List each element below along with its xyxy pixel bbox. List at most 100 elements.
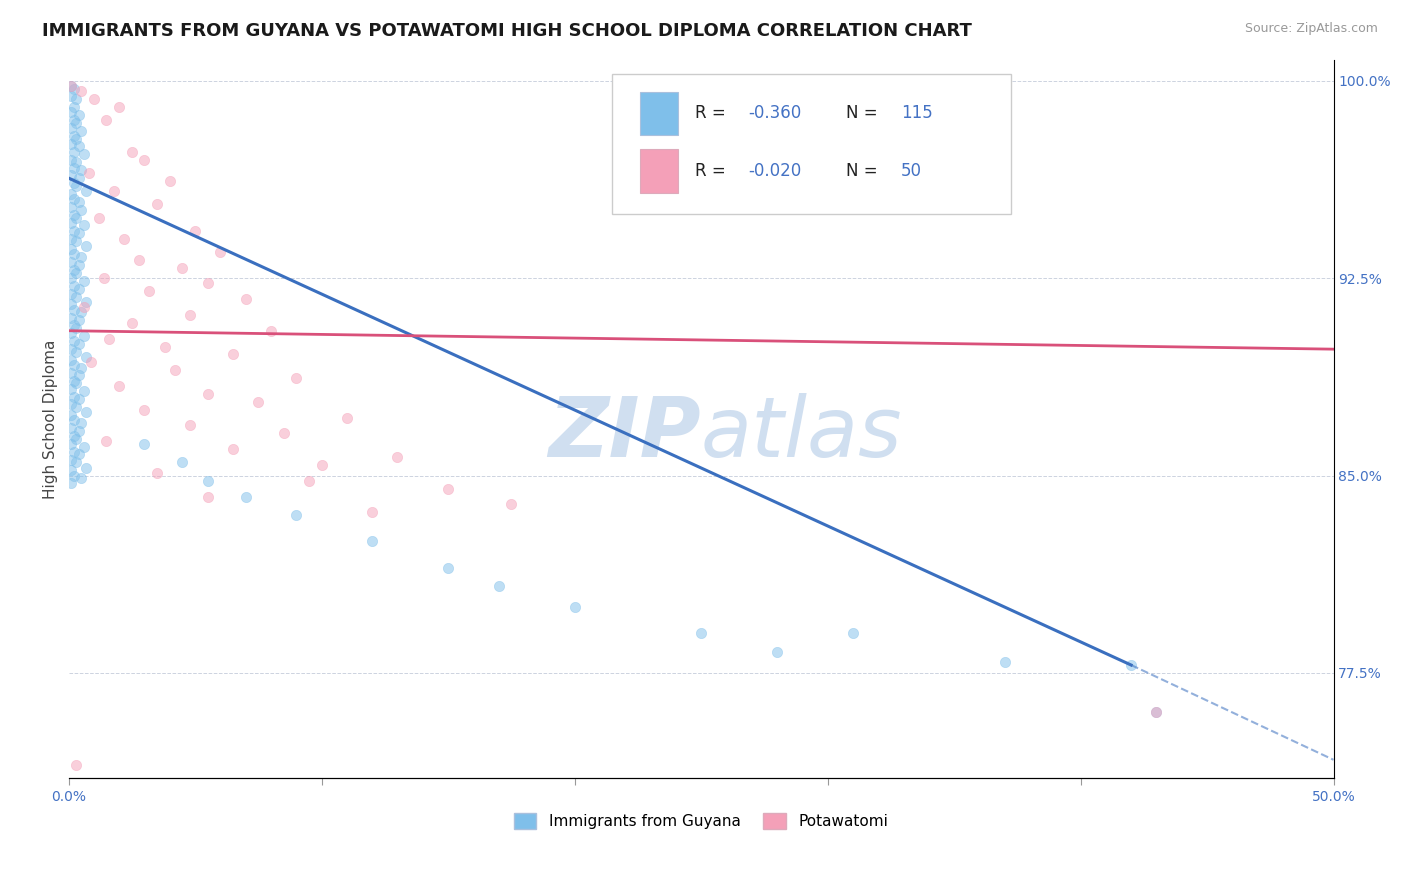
Point [73,440,96,454]
Point [179,308,201,322]
Point [690,626,713,640]
Point [60,286,83,301]
Point [75,184,97,198]
Point [67,282,90,296]
Point [62,263,84,277]
Point [65,266,87,280]
Point [98,332,121,346]
Point [172,455,194,469]
Point [60,476,83,491]
Point [60,121,83,136]
Point [501,498,523,512]
Point [73,300,96,314]
Point [1144,706,1167,720]
Point [67,392,90,406]
Point [75,405,97,419]
Point [1119,658,1142,673]
Point [62,318,84,333]
Text: IMMIGRANTS FROM GUYANA VS POTAWATOMI HIGH SCHOOL DIPLOMA CORRELATION CHART: IMMIGRANTS FROM GUYANA VS POTAWATOMI HIG… [42,22,972,40]
Point [60,136,83,151]
Point [60,78,83,93]
Point [60,242,83,256]
Point [73,384,96,399]
Point [70,471,93,485]
Point [62,145,84,159]
Point [65,289,87,303]
Point [285,508,308,522]
Text: N =: N = [846,162,883,180]
Point [75,239,97,253]
Point [70,250,93,264]
Point [60,105,83,120]
Point [60,186,83,201]
Point [70,202,93,217]
FancyBboxPatch shape [613,74,1011,214]
Text: Source: ZipAtlas.com: Source: ZipAtlas.com [1244,22,1378,36]
Point [75,294,97,309]
Point [67,424,90,438]
Point [247,394,270,409]
Point [60,397,83,411]
Point [65,432,87,446]
Point [112,231,135,245]
Point [564,600,586,615]
Point [65,234,87,248]
Point [67,368,90,383]
Point [285,371,308,385]
Text: ZIP: ZIP [548,392,702,474]
Point [60,153,83,167]
Text: atlas: atlas [702,392,903,474]
Point [235,490,257,504]
Point [62,334,84,349]
Point [70,360,93,375]
Point [62,113,84,128]
Point [197,277,219,291]
Point [260,324,283,338]
Point [62,445,84,459]
Text: 115: 115 [901,104,932,122]
Point [80,355,103,369]
Point [65,178,87,193]
Point [60,200,83,214]
Point [197,474,219,488]
Point [197,490,219,504]
FancyBboxPatch shape [640,150,678,193]
Point [62,358,84,372]
Point [62,100,84,114]
Point [387,450,409,464]
Point [60,326,83,341]
Point [60,216,83,230]
Point [108,100,131,114]
Point [67,227,90,241]
Point [179,418,201,433]
Y-axis label: High School Diploma: High School Diploma [44,339,58,499]
Point [62,192,84,206]
Point [60,169,83,183]
Point [65,321,87,335]
Point [134,153,156,167]
Point [184,224,207,238]
Point [87,211,110,225]
Point [138,285,160,299]
Text: R =: R = [695,162,731,180]
Point [65,155,87,169]
Point [235,292,257,306]
Point [60,255,83,269]
Point [60,421,83,435]
Point [172,260,194,275]
Point [75,460,97,475]
Point [134,402,156,417]
Point [60,297,83,311]
Point [62,177,84,191]
Point [65,211,87,225]
Point [437,560,460,574]
Point [146,466,169,480]
Point [311,458,333,472]
Point [65,344,87,359]
Point [60,408,83,422]
Point [60,310,83,325]
Point [298,474,321,488]
Point [62,374,84,388]
Point [159,174,181,188]
Point [273,426,295,441]
